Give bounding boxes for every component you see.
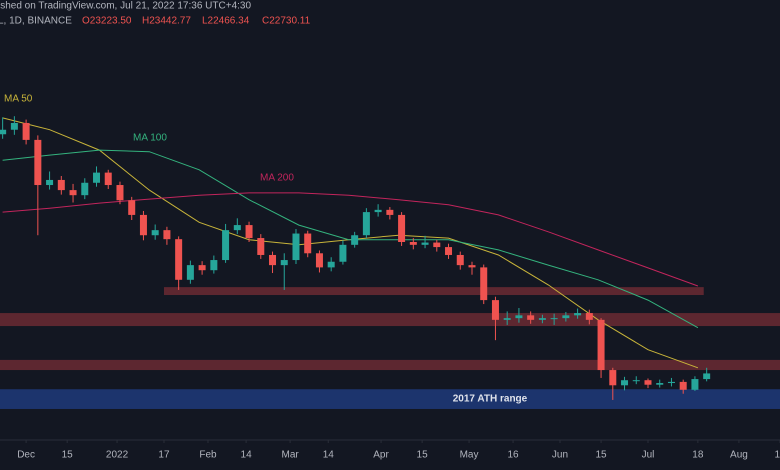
x-tick-label: 15 — [774, 450, 780, 461]
candle-body — [34, 139, 42, 186]
candle-body — [139, 214, 147, 236]
zone — [0, 389, 780, 409]
ma-label: MA 200 — [260, 173, 294, 184]
candle-body — [362, 212, 370, 236]
x-tick-label: 15 — [595, 450, 607, 461]
candle-body — [491, 300, 499, 320]
candle-body — [81, 182, 89, 196]
candle-body — [480, 267, 488, 301]
candle-body — [468, 265, 476, 268]
candle-body — [503, 318, 511, 320]
x-tick-label: 17 — [158, 450, 170, 461]
ma-label: MA 100 — [133, 133, 167, 144]
candle-body — [10, 122, 18, 130]
x-tick-label: Mar — [281, 450, 299, 461]
candle-body — [198, 265, 206, 271]
candle-body — [163, 230, 171, 240]
candle-body — [304, 233, 312, 254]
candle-body — [351, 235, 359, 245]
x-tick-label: 14 — [323, 450, 335, 461]
x-tick-label: Feb — [199, 450, 217, 461]
publish-info: ished on TradingView.com, Jul 21, 2022 1… — [0, 1, 251, 12]
x-tick-label: 15 — [417, 450, 429, 461]
candle-body — [245, 225, 253, 239]
candle-body — [104, 172, 112, 186]
candle-body — [550, 318, 558, 320]
ohlc-value: L22466.34 — [202, 16, 250, 27]
candle-body — [222, 230, 230, 261]
candle-body — [691, 379, 699, 390]
candle-body — [409, 242, 417, 245]
candle-body — [0, 129, 7, 135]
moving-average — [2, 192, 699, 287]
candle-body — [538, 318, 546, 320]
candle-body — [186, 265, 194, 280]
candle-body — [574, 313, 582, 316]
ohlc-value: C22730.11 — [262, 16, 311, 27]
candle-body — [257, 238, 265, 255]
zone — [163, 287, 704, 296]
candle-body — [398, 214, 406, 242]
x-tick-label: 14 — [241, 450, 253, 461]
x-tick-label: May — [460, 450, 479, 461]
candle-body — [22, 122, 30, 140]
candle-body — [69, 190, 77, 196]
candle-body — [128, 200, 136, 215]
symbol: L, 1D, BINANCE — [0, 16, 72, 27]
x-tick-label: Apr — [373, 450, 389, 461]
candle-body — [562, 315, 570, 319]
x-tick-label: 2022 — [106, 450, 129, 461]
candle-body — [445, 247, 453, 255]
candle-body — [656, 383, 664, 385]
x-tick-label: Jul — [642, 450, 655, 461]
candle-body — [151, 230, 159, 236]
x-tick-label: 15 — [62, 450, 74, 461]
candle-body — [609, 370, 617, 386]
x-tick-label: 18 — [692, 450, 704, 461]
candle-body — [93, 172, 101, 183]
candle-body — [386, 209, 394, 215]
candle-body — [597, 319, 605, 371]
zone-label: 2017 ATH range — [453, 394, 528, 405]
x-tick-label: Jun — [552, 450, 568, 461]
candle-body — [210, 260, 218, 271]
candle-body — [667, 381, 675, 384]
zone — [0, 359, 780, 371]
candle-body — [433, 242, 441, 248]
moving-average — [2, 149, 699, 329]
zone — [0, 313, 780, 327]
ohlc-value: H23442.77 — [142, 16, 191, 27]
candle-body — [456, 254, 464, 266]
candle-body — [374, 209, 382, 213]
candle-body — [632, 380, 640, 382]
candle-body — [292, 233, 300, 261]
candle-body — [585, 313, 593, 320]
candle-body — [280, 260, 288, 266]
candle-body — [421, 242, 429, 245]
candle-body — [644, 380, 652, 385]
candle-body — [315, 253, 323, 268]
ma-label: MA 50 — [4, 94, 33, 105]
candle-body — [621, 380, 629, 386]
candle-body — [233, 225, 241, 231]
candle-body — [269, 254, 277, 266]
x-tick-label: Aug — [730, 450, 748, 461]
candle-body — [339, 244, 347, 262]
candle-body — [116, 185, 124, 201]
x-tick-label: 16 — [507, 450, 519, 461]
candle-body — [679, 381, 687, 390]
candle-body — [175, 239, 183, 280]
candle-body — [515, 315, 523, 319]
x-tick-label: Dec — [17, 450, 35, 461]
candle-body — [327, 261, 335, 268]
candle-body — [527, 315, 535, 320]
ohlc-value: O23223.50 — [82, 16, 132, 27]
candle-body — [57, 179, 65, 191]
candle-body — [46, 179, 54, 186]
candle-body — [703, 373, 711, 380]
